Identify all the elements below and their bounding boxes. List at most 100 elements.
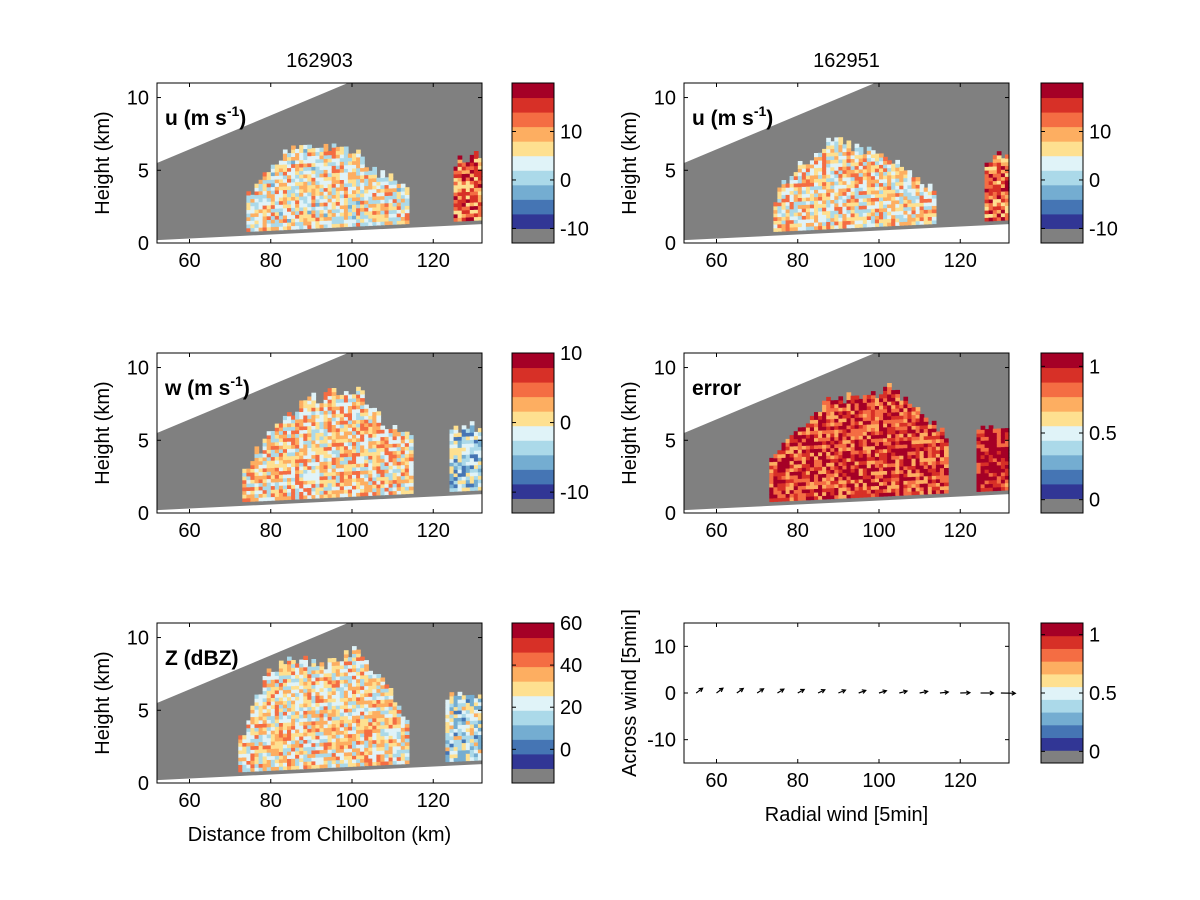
echo-cell	[258, 198, 264, 203]
echo-cell	[830, 206, 835, 211]
echo-cell	[360, 182, 365, 187]
echo-cell	[299, 670, 304, 675]
echo-cell	[891, 185, 896, 190]
echo-cell	[801, 204, 807, 209]
echo-cell	[295, 455, 300, 460]
echo-cell	[315, 158, 321, 163]
echo-cell	[368, 433, 373, 438]
echo-cell	[838, 144, 844, 149]
echo-cell	[295, 214, 300, 219]
echo-cell	[319, 709, 325, 714]
echo-cell	[473, 158, 479, 163]
echo-cell	[473, 486, 479, 491]
echo-cell	[303, 757, 308, 762]
echo-cell	[846, 158, 852, 163]
echo-cell	[809, 423, 815, 428]
echo-cell	[870, 485, 876, 490]
echo-cell	[380, 462, 386, 467]
echo-cell	[793, 471, 799, 476]
colorbar-segment	[512, 367, 554, 383]
echo-cell	[282, 685, 288, 691]
echo-cell	[368, 469, 373, 475]
echo-cell	[830, 407, 835, 412]
echo-cell	[384, 429, 390, 434]
echo-cell	[274, 204, 280, 209]
echo-cell	[274, 197, 280, 202]
echo-cell	[453, 447, 459, 452]
echo-cell	[299, 152, 304, 157]
echo-cell	[842, 479, 848, 484]
echo-cell	[874, 405, 880, 410]
echo-cell	[809, 441, 815, 446]
echo-cell	[887, 419, 892, 424]
echo-cell	[311, 680, 317, 686]
echo-cell	[992, 457, 998, 462]
echo-cell	[939, 485, 945, 491]
echo-cell	[311, 706, 317, 711]
echo-cell	[939, 467, 945, 472]
echo-cell	[311, 425, 317, 430]
echo-cell	[270, 474, 276, 479]
echo-cell	[870, 204, 876, 209]
echo-cell	[250, 723, 256, 729]
echo-cell	[335, 756, 341, 761]
echo-cell	[793, 485, 799, 490]
echo-cell	[352, 157, 357, 162]
echo-cell	[323, 483, 329, 488]
echo-cell	[295, 488, 300, 493]
echo-cell	[919, 465, 925, 470]
echo-cell	[400, 468, 406, 473]
echo-cell	[781, 490, 787, 495]
echo-cell	[372, 429, 377, 434]
echo-cell	[850, 483, 856, 488]
echo-cell	[785, 208, 791, 214]
echo-cell	[242, 490, 247, 495]
echo-cell	[323, 428, 329, 433]
panel-label-end: )	[243, 377, 250, 400]
echo-cell	[335, 205, 341, 210]
echo-cell	[331, 738, 337, 743]
echo-cell	[238, 739, 243, 744]
echo-cell	[335, 212, 341, 217]
echo-cell	[327, 731, 333, 736]
echo-cell	[282, 215, 288, 220]
echo-cell	[258, 194, 264, 199]
echo-cell	[388, 461, 394, 466]
echo-cell	[327, 205, 333, 210]
echo-cell	[818, 426, 823, 431]
echo-cell	[854, 410, 860, 415]
echo-cell	[311, 713, 317, 718]
echo-cell	[287, 660, 292, 665]
echo-cell	[319, 745, 325, 751]
echo-cell	[335, 464, 341, 469]
echo-cell	[335, 467, 341, 472]
echo-cell	[315, 155, 321, 160]
echo-cell	[376, 221, 382, 226]
echo-cell	[773, 497, 779, 502]
echo-cell	[347, 215, 353, 220]
echo-cell	[866, 168, 872, 173]
echo-cell	[887, 167, 892, 172]
echo-cell	[343, 682, 349, 688]
echo-cell	[360, 203, 365, 209]
echo-cell	[396, 486, 402, 491]
echo-cell	[396, 443, 402, 448]
echo-cell	[299, 170, 304, 175]
echo-cell	[862, 190, 868, 195]
echo-cell	[352, 197, 357, 202]
echo-cell	[356, 185, 361, 191]
echo-cell	[477, 435, 483, 440]
echo-cell	[319, 716, 325, 721]
echo-cell	[903, 414, 909, 420]
echo-cell	[287, 448, 292, 453]
echo-cell	[270, 744, 276, 749]
echo-cell	[915, 414, 921, 419]
echo-cell	[469, 173, 475, 178]
echo-cell	[895, 181, 900, 186]
echo-cell	[931, 190, 937, 195]
x-tick-label: 60	[705, 250, 727, 272]
echo-cell	[246, 195, 252, 200]
y-tick-label: 5	[138, 430, 149, 452]
echo-cell	[291, 455, 296, 460]
echo-cell	[278, 437, 284, 443]
